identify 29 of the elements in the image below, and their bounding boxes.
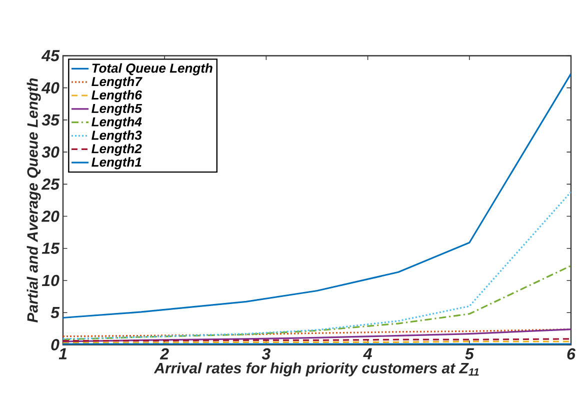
x-tick-label: 6: [567, 348, 576, 360]
legend-label: Length4: [92, 116, 142, 130]
y-tick-label: 25: [41, 178, 60, 190]
line-series: [63, 264, 571, 340]
legend-label: Length5: [92, 103, 142, 116]
line-series: [63, 328, 571, 342]
legend-label: Length7: [92, 76, 142, 89]
y-tick-label: 5: [50, 307, 60, 318]
x-tick-label: 3: [262, 348, 270, 360]
y-tick-label: 15: [42, 242, 60, 254]
x-tick-label: 2: [160, 348, 169, 360]
y-axis-title: Partial and Average Queue Length: [26, 78, 41, 322]
line-series: [63, 191, 571, 340]
y-tick-label: 0: [51, 339, 60, 350]
legend-label: Length2: [92, 144, 142, 156]
y-tick-label: 10: [42, 274, 60, 286]
legend-label: Length3: [92, 130, 142, 142]
x-tick-label: 4: [363, 348, 372, 360]
y-tick-label: 40: [41, 82, 60, 94]
legend-label: Length6: [92, 90, 142, 102]
y-tick-label: 20: [41, 210, 60, 222]
y-tick-label: 30: [42, 146, 60, 158]
y-tick-label: 45: [41, 50, 60, 62]
legend-label: Length1: [92, 157, 142, 170]
x-tick-label: 5: [465, 348, 474, 360]
y-tick-label: 35: [42, 114, 60, 126]
x-axis-title: Arrival rates for high priority customers at Z$_{11}$: [154, 362, 479, 376]
legend-label: Total Queue Length: [92, 63, 212, 76]
x-tick-label: 1: [58, 348, 67, 360]
